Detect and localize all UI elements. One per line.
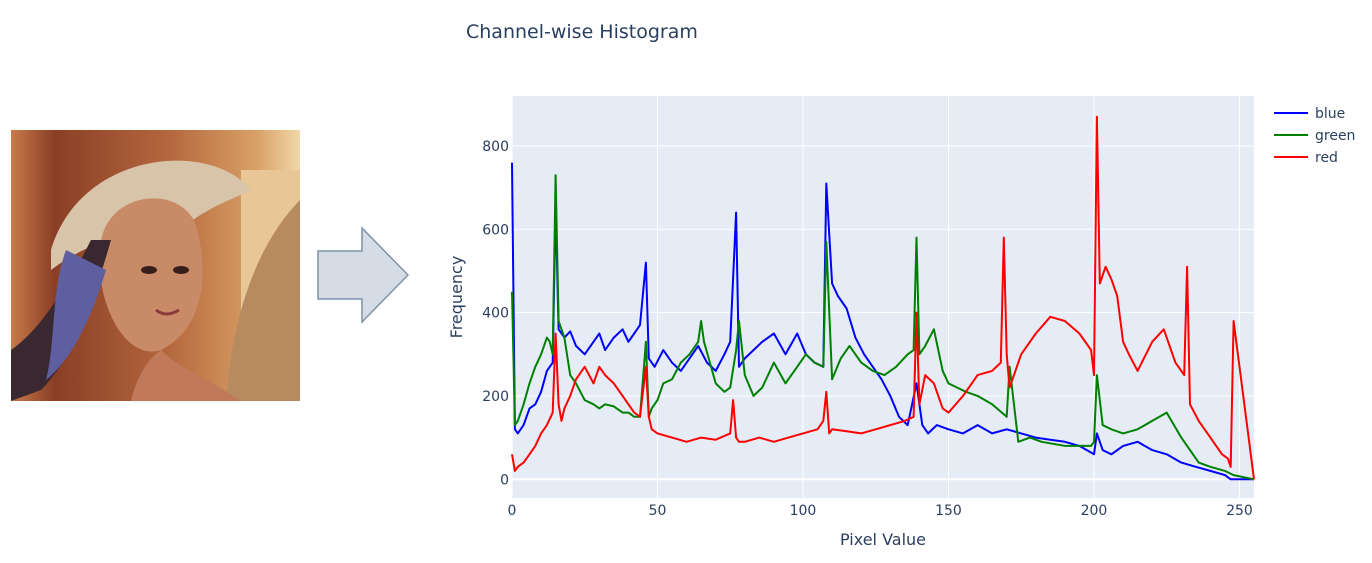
x-tick-label: 100	[790, 503, 817, 519]
chart-title: Channel-wise Histogram	[466, 21, 698, 43]
series-line-green	[511, 174, 1255, 481]
legend-label-green[interactable]: green	[1315, 128, 1355, 144]
series-line-red	[511, 115, 1255, 480]
x-tick-labels: 0 50 100 150 200 250	[508, 503, 1253, 519]
legend-label-red[interactable]: red	[1315, 150, 1338, 166]
x-tick-label: 150	[935, 503, 962, 519]
plot-area	[512, 96, 1254, 498]
x-tick-label: 50	[649, 503, 667, 519]
legend-label-blue[interactable]: blue	[1315, 106, 1345, 122]
y-axis-title: Frequency	[447, 256, 466, 339]
x-tick-label: 200	[1081, 503, 1108, 519]
y-tick-label: 400	[482, 306, 509, 322]
right-arrow-icon	[317, 226, 410, 324]
x-axis-title: Pixel Value	[840, 530, 926, 549]
x-tick-label: 250	[1226, 503, 1253, 519]
y-tick-label: 0	[500, 472, 509, 488]
y-tick-label: 200	[482, 389, 509, 405]
y-tick-label: 800	[482, 139, 509, 155]
legend[interactable]: blue green red	[1274, 106, 1355, 166]
y-tick-label: 600	[482, 222, 509, 238]
series-lines	[511, 115, 1255, 481]
y-tick-labels: 0 200 400 600 800	[482, 139, 509, 488]
input-photo	[11, 130, 300, 401]
x-tick-label: 0	[508, 503, 517, 519]
